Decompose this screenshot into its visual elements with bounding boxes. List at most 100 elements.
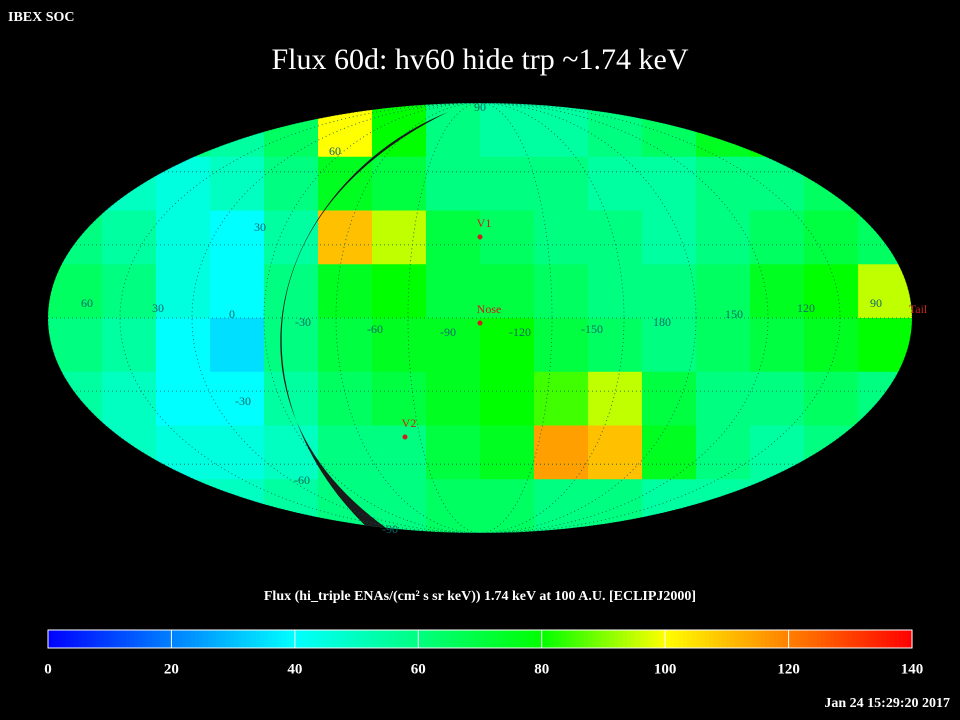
colorbar-segment bbox=[510, 630, 516, 648]
colorbar-segment bbox=[881, 630, 887, 648]
colorbar-segment bbox=[907, 630, 913, 648]
latitude-label: 60 bbox=[329, 144, 341, 158]
flux-cell bbox=[102, 103, 157, 158]
colorbar-segment bbox=[648, 630, 654, 648]
colorbar-segment bbox=[432, 630, 438, 648]
colorbar-segment bbox=[492, 630, 498, 648]
colorbar-segment bbox=[575, 630, 580, 648]
flux-cell bbox=[588, 156, 643, 211]
colorbar-segment bbox=[717, 630, 723, 648]
colorbar: 0 20 40 60 80 100 120 140 bbox=[44, 629, 923, 677]
flux-cell bbox=[156, 371, 211, 426]
flux-cell bbox=[588, 210, 643, 265]
colorbar-segment bbox=[518, 630, 524, 648]
flux-cell bbox=[102, 156, 157, 211]
colorbar-segment bbox=[838, 630, 844, 648]
tail-label: Tail bbox=[909, 302, 928, 316]
flux-cell bbox=[480, 210, 535, 265]
colorbar-segment bbox=[233, 630, 239, 648]
colorbar-segment bbox=[268, 630, 274, 648]
colorbar-segment bbox=[696, 630, 701, 648]
flux-cell bbox=[426, 210, 481, 265]
latitude-label: 90 bbox=[474, 100, 486, 114]
colorbar-segment bbox=[225, 630, 231, 648]
longitude-label: 150 bbox=[725, 307, 743, 321]
flux-cell bbox=[48, 264, 103, 319]
flux-cell bbox=[480, 425, 535, 480]
colorbar-segment bbox=[562, 630, 567, 648]
colorbar-segment bbox=[890, 630, 896, 648]
flux-cell bbox=[318, 103, 373, 158]
colorbar-segment bbox=[186, 630, 192, 648]
flux-cell bbox=[426, 156, 481, 211]
colorbar-segment bbox=[523, 630, 529, 648]
flux-cell bbox=[858, 318, 912, 373]
colorbar-segment bbox=[91, 630, 97, 648]
colorbar-segment bbox=[786, 630, 792, 648]
colorbar-segment bbox=[527, 630, 533, 648]
flux-cell bbox=[48, 103, 103, 158]
flux-cell bbox=[372, 318, 427, 373]
flux-cell bbox=[480, 264, 535, 319]
colorbar-tick-label: 20 bbox=[164, 661, 179, 677]
colorbar-segment bbox=[359, 630, 364, 648]
latitude-label: 30 bbox=[254, 220, 266, 234]
flux-cell bbox=[264, 371, 319, 426]
colorbar-segment bbox=[795, 630, 801, 648]
colorbar-tick-label: 40 bbox=[287, 661, 302, 677]
flux-cell bbox=[372, 156, 427, 211]
flux-cell bbox=[534, 425, 589, 480]
colorbar-segment bbox=[760, 630, 766, 648]
flux-cell bbox=[696, 371, 751, 426]
colorbar-segment bbox=[212, 630, 218, 648]
colorbar-segment bbox=[48, 630, 53, 648]
marker-label: Nose bbox=[477, 302, 502, 316]
colorbar-segment bbox=[505, 630, 511, 648]
colorbar-segment bbox=[134, 630, 140, 648]
flux-cell bbox=[750, 103, 805, 158]
colorbar-segment bbox=[402, 630, 408, 648]
colorbar-segment bbox=[130, 630, 135, 648]
colorbar-segment bbox=[272, 630, 278, 648]
flux-cell bbox=[858, 264, 912, 319]
flux-cell bbox=[480, 318, 535, 373]
colorbar-segment bbox=[164, 630, 170, 648]
colorbar-segment bbox=[177, 630, 183, 648]
colorbar-segment bbox=[78, 630, 84, 648]
colorbar-segment bbox=[242, 630, 248, 648]
flux-cell bbox=[804, 425, 859, 480]
colorbar-segment bbox=[497, 630, 503, 648]
colorbar-segment bbox=[791, 630, 796, 648]
colorbar-segment bbox=[834, 630, 840, 648]
flux-cell bbox=[264, 425, 319, 480]
timestamp: Jan 24 15:29:20 2017 bbox=[824, 696, 950, 711]
flux-cell bbox=[804, 264, 859, 319]
flux-cell bbox=[102, 210, 157, 265]
colorbar-segment bbox=[121, 630, 127, 648]
flux-cell bbox=[588, 425, 643, 480]
colorbar-label: Flux (hi_triple ENAs/(cm² s sr keV)) 1.7… bbox=[264, 589, 696, 604]
colorbar-segment bbox=[246, 630, 252, 648]
flux-cell bbox=[480, 103, 535, 158]
colorbar-segment bbox=[82, 630, 88, 648]
flux-cell bbox=[858, 210, 912, 265]
colorbar-segment bbox=[298, 630, 304, 648]
colorbar-segment bbox=[626, 630, 632, 648]
colorbar-segment bbox=[259, 630, 265, 648]
colorbar-segment bbox=[864, 630, 870, 648]
flux-cell bbox=[156, 156, 211, 211]
colorbar-segment bbox=[683, 630, 688, 648]
colorbar-segment bbox=[380, 630, 386, 648]
colorbar-segment bbox=[419, 630, 425, 648]
colorbar-segment bbox=[670, 630, 675, 648]
colorbar-segment bbox=[95, 630, 101, 648]
colorbar-segment bbox=[691, 630, 697, 648]
colorbar-segment bbox=[199, 630, 205, 648]
colorbar-segment bbox=[782, 630, 788, 648]
colorbar-segment bbox=[324, 630, 330, 648]
colorbar-segment bbox=[765, 630, 771, 648]
colorbar-segment bbox=[462, 630, 468, 648]
flux-cell bbox=[210, 425, 265, 480]
colorbar-segment bbox=[285, 630, 291, 648]
